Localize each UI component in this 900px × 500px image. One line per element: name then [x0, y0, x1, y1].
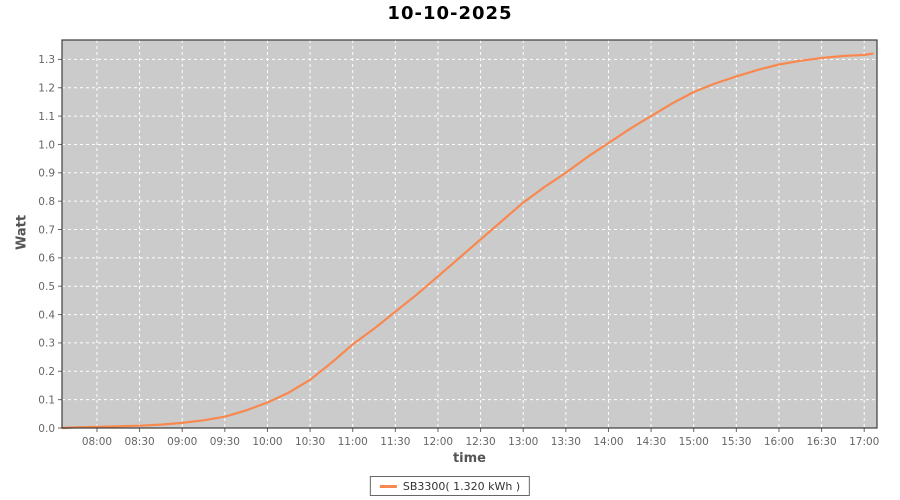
x-tick-label: 09:30 [210, 436, 240, 448]
x-tick-label: 10:30 [295, 436, 325, 448]
x-tick-label: 13:30 [551, 436, 581, 448]
y-tick-label: 0.2 [38, 366, 55, 378]
x-tick-label: 12:00 [423, 436, 453, 448]
y-tick-label: 1.0 [38, 139, 55, 151]
series-line [60, 52, 874, 430]
x-tick-label: 12:30 [465, 436, 495, 448]
legend-label: SB3300( 1.320 kWh ) [402, 479, 521, 493]
y-tick-label: 0.4 [38, 309, 55, 321]
y-tick-label: 0.6 [38, 253, 55, 265]
x-tick-label: 08:30 [124, 436, 154, 448]
y-tick-label: 0.8 [38, 196, 55, 208]
y-tick-label: 1.2 [38, 83, 55, 95]
legend-box: SB3300( 1.320 kWh ) [369, 476, 531, 496]
chart-title: 10-10-2025 [387, 3, 513, 24]
x-tick-label: 10:00 [252, 436, 282, 448]
x-tick-label: 11:30 [380, 436, 410, 448]
x-tick-label: 14:00 [593, 436, 623, 448]
y-tick-label: 0.1 [38, 394, 55, 406]
x-tick-label: 16:00 [764, 436, 794, 448]
x-tick-label: 16:30 [806, 436, 836, 448]
x-tick-label: 09:00 [167, 436, 197, 448]
x-tick-label: 17:00 [849, 436, 879, 448]
y-tick-label: 0.0 [38, 423, 55, 435]
y-tick-label: 0.7 [38, 224, 55, 236]
y-tick-label: 1.1 [38, 111, 55, 123]
plot-area [62, 40, 877, 428]
x-tick-label: 08:00 [82, 436, 112, 448]
x-tick-label: 13:00 [508, 436, 538, 448]
plot-border [61, 39, 878, 429]
x-tick-label: 11:00 [338, 436, 368, 448]
x-tick-label: 14:30 [636, 436, 666, 448]
y-tick-label: 0.9 [38, 168, 55, 180]
x-axis-title: time [452, 451, 487, 466]
y-tick-label: 0.3 [38, 338, 55, 350]
y-tick-label: 1.3 [38, 54, 55, 66]
y-tick-label: 0.5 [38, 281, 55, 293]
x-tick-label: 15:30 [721, 436, 751, 448]
x-tick-label: 15:00 [679, 436, 709, 448]
legend-line-swatch [379, 484, 397, 488]
